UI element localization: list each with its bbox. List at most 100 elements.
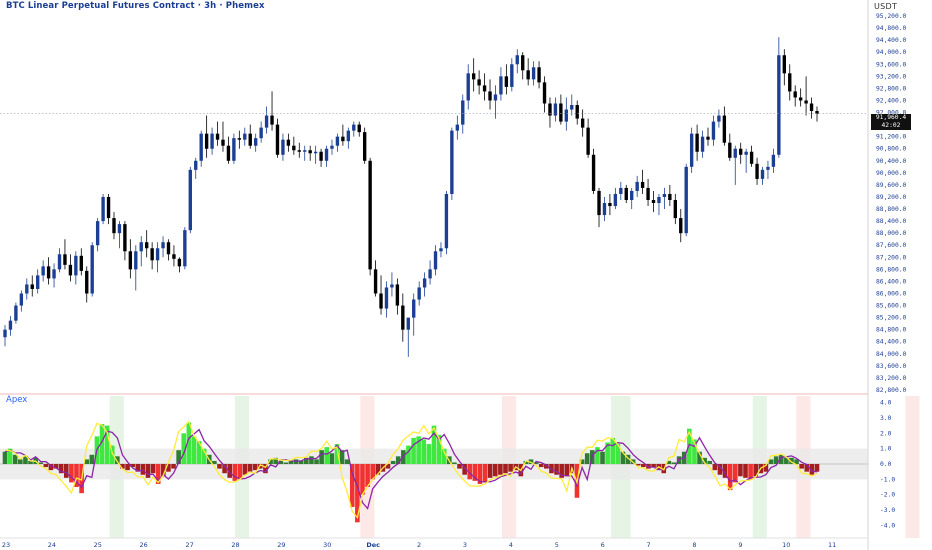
candle-body bbox=[264, 115, 269, 128]
histogram-bar bbox=[63, 464, 69, 478]
candle-body bbox=[117, 224, 122, 234]
candle-body bbox=[74, 255, 78, 276]
histogram-bar bbox=[804, 464, 810, 472]
indicator-label[interactable]: Apex bbox=[6, 395, 28, 405]
histogram-bar bbox=[564, 464, 570, 477]
candle-body bbox=[488, 91, 492, 101]
histogram-bar bbox=[671, 462, 677, 464]
candlestick-series bbox=[3, 37, 819, 357]
bearish-signal-zone bbox=[905, 396, 920, 538]
histogram-bar bbox=[789, 457, 794, 464]
histogram-bar bbox=[738, 464, 743, 477]
histogram-bar bbox=[426, 444, 432, 464]
histogram-bar bbox=[349, 464, 355, 507]
histogram-bar bbox=[268, 459, 273, 464]
histogram-bar bbox=[595, 447, 600, 464]
candle-body bbox=[515, 55, 519, 65]
candle-body bbox=[564, 109, 569, 122]
candle-body bbox=[662, 193, 667, 197]
histogram-bar bbox=[38, 462, 44, 464]
histogram-bar bbox=[549, 464, 554, 474]
candle-body bbox=[379, 293, 383, 309]
histogram-bar bbox=[309, 456, 314, 464]
histogram-bar bbox=[196, 440, 202, 464]
candle-body bbox=[733, 148, 737, 158]
histogram-bar bbox=[150, 464, 156, 474]
histogram-bar bbox=[109, 445, 115, 464]
histogram-bar bbox=[186, 422, 192, 464]
histogram-bar bbox=[722, 464, 728, 478]
time-tick-label: 29 bbox=[277, 541, 285, 549]
candle-body bbox=[798, 97, 803, 101]
histogram-bar bbox=[707, 460, 713, 464]
price-tick-label: 92,000.0 bbox=[876, 110, 907, 117]
histogram-bar bbox=[687, 428, 692, 464]
candle-body bbox=[221, 139, 225, 146]
histogram-bar bbox=[712, 464, 718, 471]
oscillator-signal-line bbox=[4, 428, 818, 510]
candle-body bbox=[19, 293, 24, 306]
price-tick-label: 84,000.0 bbox=[876, 351, 907, 358]
histogram-bar bbox=[702, 457, 707, 464]
oscillator-tick-label: -3.0 bbox=[880, 507, 895, 514]
histogram-bar bbox=[773, 456, 779, 464]
candle-body bbox=[390, 284, 394, 288]
candle-body bbox=[362, 132, 367, 161]
oscillator-axis: 4.0 3.0 2.0 1.0 0.0 -1.0 -2.0 -3.0 -4.0 bbox=[880, 400, 895, 530]
candle-body bbox=[749, 151, 754, 164]
candle-body bbox=[368, 160, 372, 270]
candle-body bbox=[531, 67, 536, 80]
histogram-bar bbox=[472, 464, 478, 481]
candle-body bbox=[755, 163, 759, 179]
price-tick-label: 88,800.0 bbox=[876, 206, 907, 213]
candle-body bbox=[63, 254, 67, 265]
histogram-bar bbox=[763, 464, 769, 472]
candle-body bbox=[788, 73, 792, 92]
candle-body bbox=[14, 305, 18, 321]
histogram-bar bbox=[538, 464, 544, 468]
histogram-bar bbox=[457, 464, 462, 469]
candle-body bbox=[155, 248, 160, 261]
candle-body bbox=[286, 139, 291, 146]
candle-body bbox=[57, 254, 62, 270]
time-tick-label: 2 bbox=[417, 541, 421, 549]
price-tick-label: 82,800.0 bbox=[876, 387, 907, 394]
histogram-bar bbox=[743, 464, 748, 478]
candle-body bbox=[139, 242, 143, 252]
candle-body bbox=[657, 196, 661, 204]
candle-body bbox=[259, 127, 263, 139]
histogram-bar bbox=[732, 464, 738, 483]
candle-body bbox=[401, 305, 405, 330]
histogram-bar bbox=[329, 453, 335, 464]
histogram-bar bbox=[498, 464, 503, 475]
histogram-bar bbox=[452, 462, 457, 464]
candle-body bbox=[804, 100, 808, 104]
histogram-bar bbox=[625, 454, 631, 464]
candle-body bbox=[232, 138, 236, 161]
price-tick-label: 88,000.0 bbox=[876, 230, 907, 237]
histogram-bar bbox=[166, 464, 171, 472]
histogram-bar bbox=[84, 459, 90, 464]
time-tick-label: 28 bbox=[231, 541, 239, 549]
price-tick-label: 86,400.0 bbox=[876, 278, 907, 285]
price-tick-label: 85,600.0 bbox=[876, 303, 907, 310]
candle-body bbox=[346, 130, 351, 142]
candle-body bbox=[248, 133, 252, 146]
histogram-bar bbox=[339, 450, 345, 464]
histogram-bar bbox=[217, 464, 222, 469]
histogram-bar bbox=[503, 464, 508, 474]
histogram-bar bbox=[441, 448, 447, 464]
price-tick-label: 86,000.0 bbox=[876, 290, 907, 297]
histogram-bar bbox=[799, 464, 804, 469]
histogram-bar bbox=[242, 464, 248, 475]
histogram-bar bbox=[605, 442, 610, 464]
histogram-bar bbox=[298, 460, 304, 464]
histogram-bar bbox=[390, 460, 396, 464]
candle-body bbox=[297, 150, 301, 152]
histogram-bar bbox=[28, 460, 33, 464]
histogram-bar bbox=[99, 424, 105, 464]
candle-body bbox=[553, 103, 558, 116]
time-tick-label: 23 bbox=[2, 541, 10, 549]
candle-body bbox=[123, 224, 127, 252]
